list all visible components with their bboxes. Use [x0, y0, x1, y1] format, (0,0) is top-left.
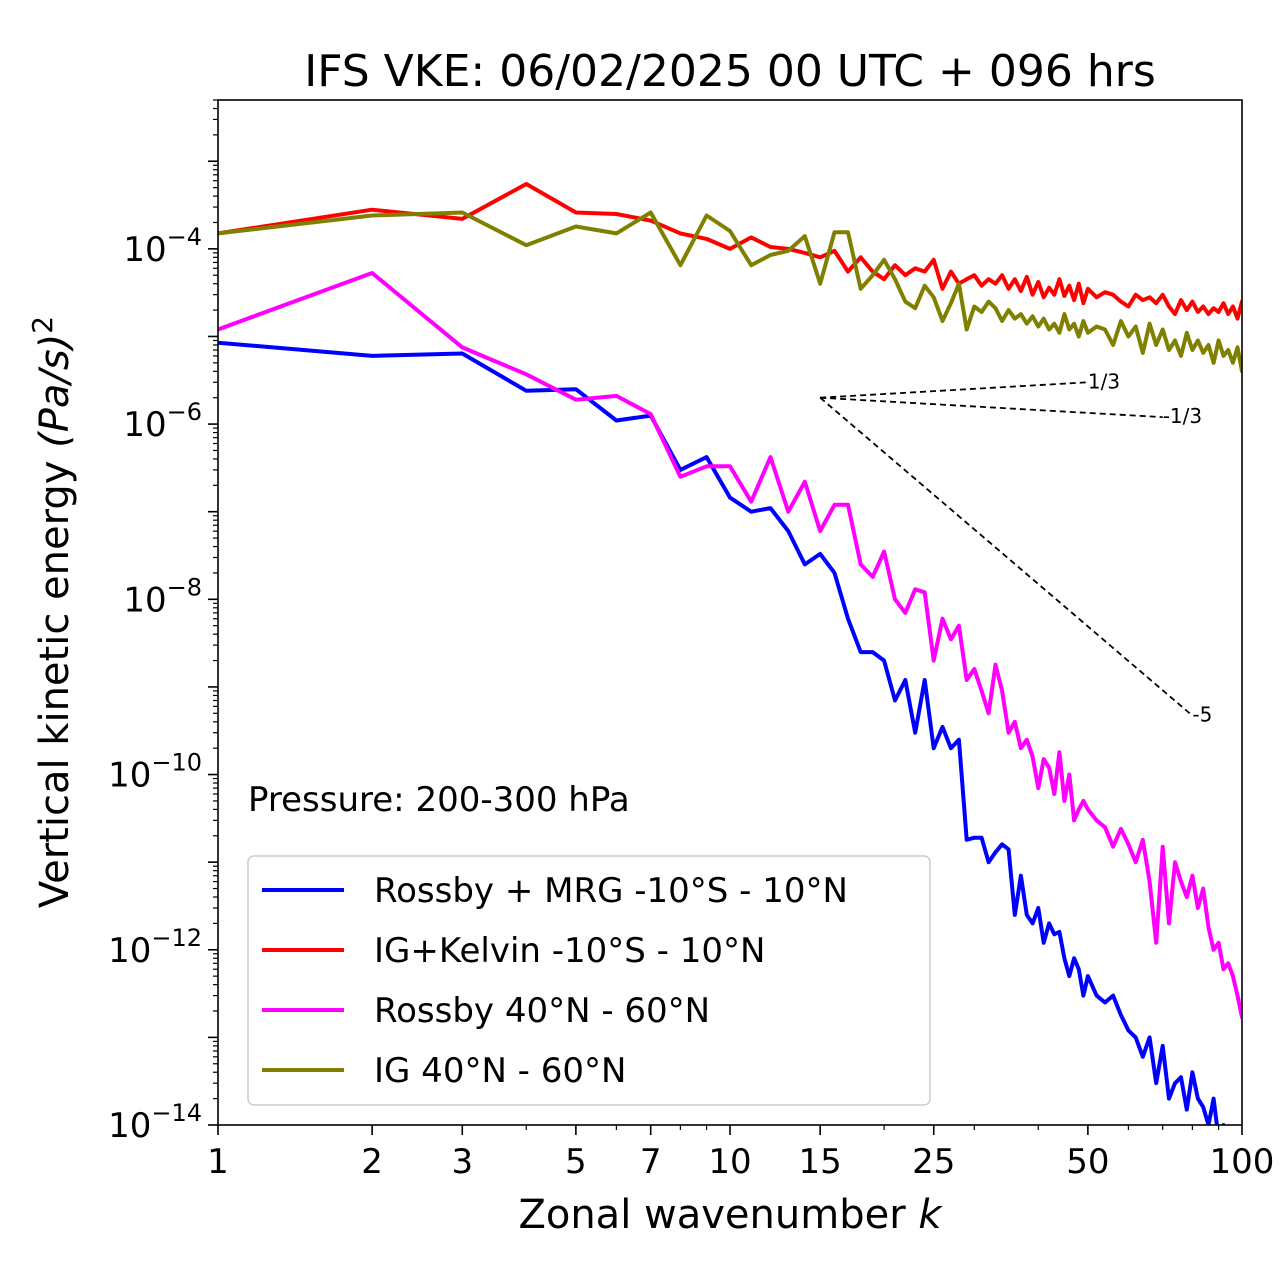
- y-tick-label: 10−10: [108, 749, 202, 796]
- y-tick-label: 10−12: [108, 924, 202, 971]
- y-axis-label-text: Vertical kinetic energy: [32, 461, 78, 909]
- x-axis: 1 2 3 5 7 10 15 25 50 100: [207, 1125, 1274, 1182]
- legend-label-2: IG+Kelvin -10°S - 10°N: [374, 931, 765, 971]
- x-tick-label: 7: [640, 1142, 662, 1182]
- legend-label-1: Rossby + MRG -10°S - 10°N: [374, 871, 848, 911]
- y-tick-label: 10−8: [123, 573, 202, 620]
- x-tick-label: 5: [565, 1142, 587, 1182]
- y-axis-unit-exponent: 2: [26, 316, 59, 334]
- x-tick-label: 50: [1066, 1142, 1109, 1182]
- slope-label-1: 1/3: [1088, 369, 1120, 393]
- slope-line-2: [820, 396, 1163, 419]
- chart-title: IFS VKE: 06/02/2025 00 UTC + 096 hrs: [304, 46, 1156, 97]
- y-axis: 10−4 10−6 10−8 10−10 10−12 10−14: [108, 99, 218, 1146]
- slope-line-1: [820, 381, 1088, 399]
- x-tick-label: 3: [451, 1142, 473, 1182]
- series-line-3: [218, 271, 1242, 1020]
- legend-label-4: IG 40°N - 60°N: [374, 1051, 626, 1091]
- series-line-2: [218, 182, 1242, 321]
- y-tick-label: 10−14: [108, 1099, 202, 1146]
- y-tick-label: 10−6: [123, 398, 202, 445]
- x-tick-label: 100: [1210, 1142, 1275, 1182]
- legend-label-3: Rossby 40°N - 60°N: [374, 991, 710, 1031]
- series-line-4: [218, 210, 1242, 374]
- x-tick-label: 25: [912, 1142, 955, 1182]
- slope-label-2: -1/3: [1163, 404, 1202, 428]
- pressure-annotation: Pressure: 200-300 hPa: [248, 780, 630, 820]
- reference-slopes: 1/3 -1/3 -5: [819, 369, 1212, 727]
- y-axis-label: Vertical kinetic energy (Pa/s)2: [26, 316, 78, 908]
- legend-entries: Rossby + MRG -10°S - 10°N IG+Kelvin -10°S…: [262, 871, 848, 1091]
- x-tick-label: 10: [708, 1142, 751, 1182]
- series-line-1: [218, 340, 1226, 1125]
- x-tick-label: 15: [799, 1142, 842, 1182]
- x-tick-label: 2: [361, 1142, 383, 1182]
- slope-line-3: [819, 397, 1193, 717]
- legend: Rossby + MRG -10°S - 10°N IG+Kelvin -10°S…: [247, 855, 931, 1106]
- y-tick-label: 10−4: [123, 223, 202, 270]
- x-tick-label: 1: [207, 1142, 229, 1182]
- x-axis-label-text: Zonal wavenumber: [518, 1192, 906, 1238]
- x-axis-label: Zonal wavenumber k: [518, 1192, 943, 1238]
- legend-box: [247, 855, 931, 1106]
- slope-label-3: -5: [1192, 703, 1212, 727]
- series-layer: [218, 182, 1242, 1125]
- y-axis-unit: (Pa/s): [32, 334, 78, 448]
- x-axis-symbol: k: [918, 1192, 943, 1238]
